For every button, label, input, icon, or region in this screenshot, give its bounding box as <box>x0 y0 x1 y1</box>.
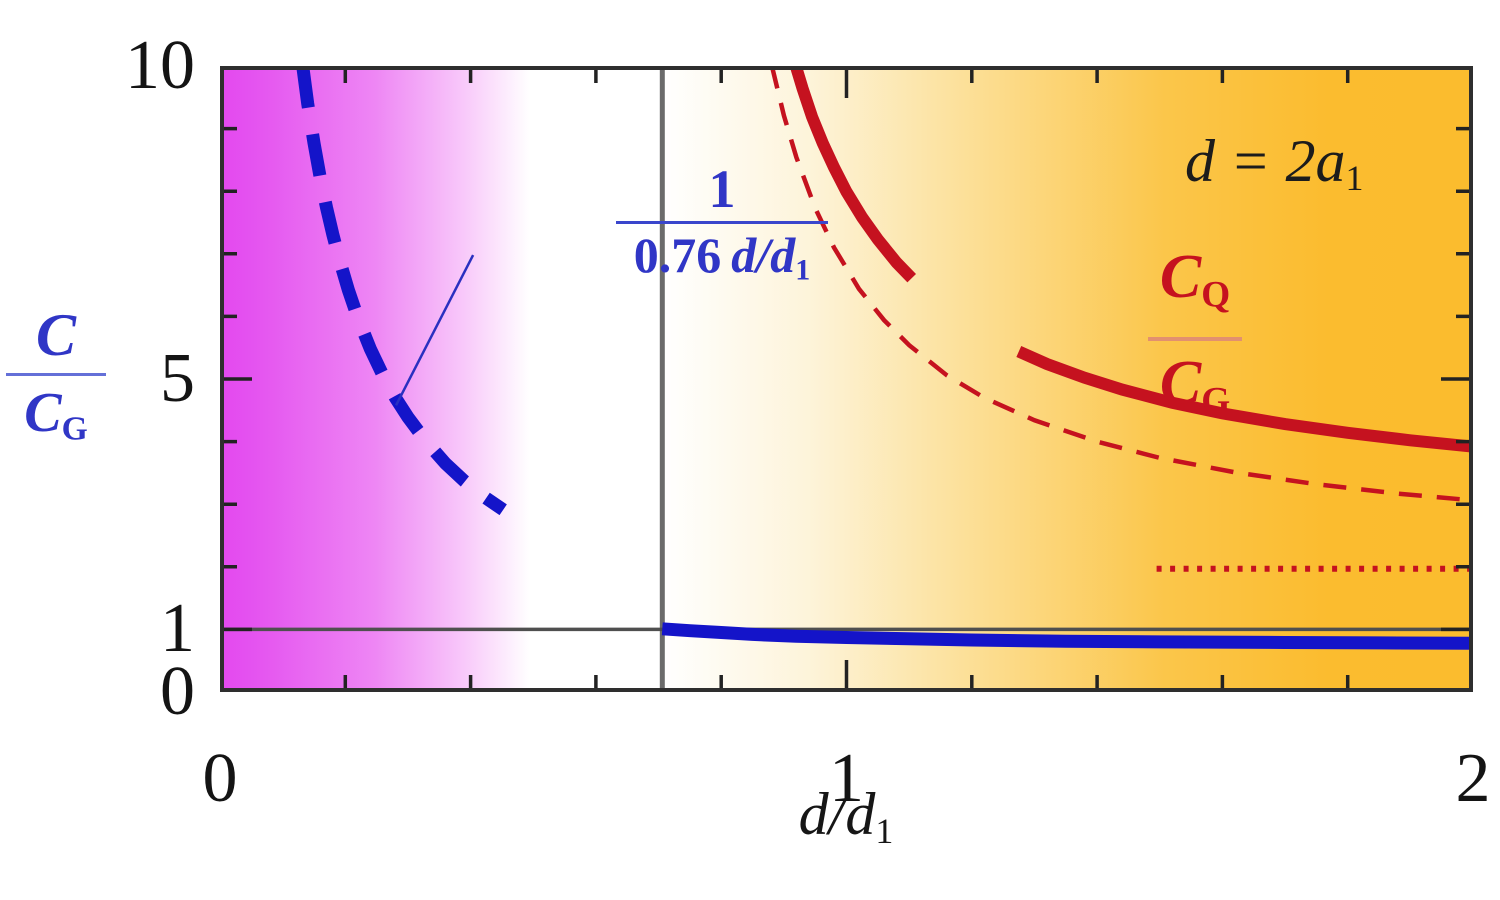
x-tick-label: 1 <box>829 740 864 817</box>
cq-over-cg-label: CQ CG <box>1148 236 1242 443</box>
plot-area: 1 0.76 d/d1 CQ CG <box>220 66 1473 692</box>
cq-over-cg-solid-red <box>1016 346 1473 453</box>
x-tick-label: 2 <box>1455 740 1491 817</box>
y-tick-label: 5 <box>160 340 195 417</box>
magenta-gradient-region <box>220 66 662 692</box>
y-tick-label: 0 <box>160 653 195 730</box>
y-label-numerator: C <box>35 302 77 368</box>
cq-numerator: CQ <box>1159 243 1231 316</box>
x-tick-label: 0 <box>202 740 238 817</box>
label-leader-line <box>394 254 475 406</box>
cq-over-cg-thin-dashed-red <box>769 66 1473 503</box>
fraction-bar <box>1148 337 1242 342</box>
x-axis-label: d/d1 <box>798 781 894 851</box>
inverse-law-label: 1 0.76 d/d1 <box>616 158 828 301</box>
y-tick-label: 10 <box>125 27 195 104</box>
y-tick-label: 1 <box>160 590 195 668</box>
fraction-bar <box>616 221 828 224</box>
inverse-law-numerator: 1 <box>708 159 736 219</box>
fraction-bar <box>6 373 106 376</box>
orange-gradient-region <box>662 66 1473 692</box>
condition-label: d = 2a1 <box>1185 128 1364 198</box>
c-over-cg-solid-blue <box>661 622 1473 650</box>
axes-frame <box>220 66 1473 692</box>
cq-over-cg-solid-red <box>790 66 917 283</box>
inverse-law-dashed-blue <box>296 66 507 516</box>
cq-denominator: CG <box>1159 349 1231 422</box>
y-label-denominator: CG <box>24 382 88 448</box>
plot-canvas <box>220 66 1473 692</box>
y-axis-label: C CG <box>6 298 106 465</box>
inverse-law-denominator: 0.76 d/d1 <box>633 227 811 287</box>
